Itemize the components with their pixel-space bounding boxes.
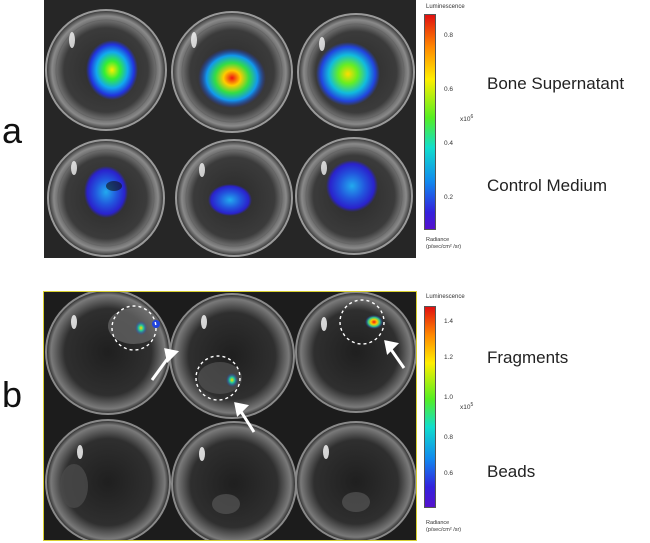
panel-b-wells bbox=[45, 292, 416, 540]
panel-a-signals bbox=[84, 40, 380, 218]
tick-label: 1.0 bbox=[444, 394, 454, 401]
panel-b-dashed-circles bbox=[111, 299, 385, 401]
tick-label: 0.8 bbox=[444, 434, 454, 441]
colorbar bbox=[424, 306, 436, 508]
panel-a-wells bbox=[45, 9, 415, 257]
row-label-control-medium: Control Medium bbox=[487, 176, 607, 195]
tick-label: 0.8 bbox=[444, 32, 454, 39]
panel-a-bioluminescence-image bbox=[44, 0, 416, 258]
panel-b-color-scale: Luminescence 1.4 1.2 1.0 0.8 0.6 x105 Ra… bbox=[424, 294, 484, 540]
scale-unit: Radiance (p/sec/cm² /sr) bbox=[426, 520, 461, 534]
panel-a-color-scale: Luminescence 0.8 0.6 0.4 0.2 x106 Radian… bbox=[424, 4, 484, 256]
scale-multiplier: x105 bbox=[460, 402, 474, 412]
tick-label: 0.2 bbox=[444, 194, 454, 201]
scale-unit-line2: (p/sec/cm² /sr) bbox=[426, 527, 462, 533]
tick-label: 0.4 bbox=[444, 140, 454, 147]
scale-exponent: 5 bbox=[470, 402, 474, 408]
row-label-bone-supernatant: Bone Supernatant bbox=[487, 74, 625, 93]
panel-b-letter: b bbox=[2, 374, 23, 415]
panel-b-arrows bbox=[150, 340, 406, 433]
scale-multiplier: x106 bbox=[460, 114, 474, 124]
row-label-beads: Beads bbox=[487, 462, 536, 481]
row-label-fragments: Fragments bbox=[487, 348, 569, 367]
scale-unit-line1: Radiance bbox=[426, 237, 450, 243]
scale-unit: Radiance (p/sec/cm² /sr) bbox=[426, 237, 461, 251]
tick-label: 0.6 bbox=[444, 470, 454, 477]
panel-a-letter: a bbox=[2, 110, 23, 151]
scale-title: Luminescence bbox=[426, 4, 465, 10]
scale-unit-line1: Radiance bbox=[426, 520, 450, 526]
tick-label: 0.6 bbox=[444, 86, 454, 93]
scale-exponent: 6 bbox=[470, 114, 474, 120]
colorbar bbox=[424, 14, 436, 230]
panel-b-bioluminescence-image bbox=[43, 291, 417, 541]
scale-title: Luminescence bbox=[426, 294, 465, 300]
panel-b-signals bbox=[135, 315, 383, 387]
tick-label: 1.2 bbox=[444, 354, 454, 361]
scale-unit-line2: (p/sec/cm² /sr) bbox=[426, 244, 462, 250]
tick-label: 1.4 bbox=[444, 318, 454, 325]
